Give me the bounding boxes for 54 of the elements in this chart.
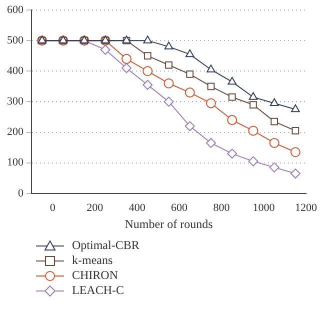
point xyxy=(184,88,195,98)
legend-label: LEACH-C xyxy=(72,283,124,298)
point xyxy=(248,156,258,166)
point xyxy=(164,78,174,88)
point xyxy=(228,93,236,101)
point xyxy=(184,121,195,132)
y-tick-label: 400 xyxy=(7,65,24,78)
point xyxy=(206,64,216,72)
y-tick-label: 600 xyxy=(7,4,24,16)
legend-label: CHIRON xyxy=(72,268,118,283)
point xyxy=(291,104,300,112)
y-tick-label: 200 xyxy=(7,126,24,138)
x-tick-label: 0 xyxy=(50,202,56,214)
point xyxy=(227,148,238,159)
point xyxy=(122,54,132,64)
point xyxy=(185,49,194,58)
point xyxy=(142,80,153,90)
point xyxy=(228,76,236,85)
x-tick-label: 600 xyxy=(171,202,188,214)
point xyxy=(250,101,257,108)
point xyxy=(144,52,152,60)
point xyxy=(207,82,215,90)
y-tick-label: 100 xyxy=(7,156,24,169)
y-tick-label: 0 xyxy=(18,187,24,200)
x-tick-label: 1200 xyxy=(295,202,318,214)
point xyxy=(290,147,300,158)
legend-label: k-means xyxy=(72,253,113,268)
point xyxy=(143,36,152,44)
point xyxy=(142,66,153,76)
point xyxy=(270,118,278,126)
y-tick-label: 300 xyxy=(7,96,24,108)
point xyxy=(270,98,279,106)
x-tick-label: 800 xyxy=(213,202,230,214)
point xyxy=(100,44,110,55)
x-axis-title: Number of rounds xyxy=(124,216,214,231)
point xyxy=(165,61,172,69)
point xyxy=(292,127,300,134)
point xyxy=(248,92,258,100)
point xyxy=(227,115,238,126)
point xyxy=(290,168,300,179)
point xyxy=(206,98,216,108)
point xyxy=(206,138,216,148)
point xyxy=(269,162,280,172)
point xyxy=(164,96,174,107)
point xyxy=(164,42,174,50)
point xyxy=(269,138,280,148)
x-tick-label: 400 xyxy=(128,202,146,214)
point xyxy=(248,126,258,136)
point xyxy=(122,63,132,74)
legend-label: Optimal-CBR xyxy=(72,238,140,253)
x-tick-label: 1000 xyxy=(252,202,276,214)
x-tick-label: 200 xyxy=(86,202,104,214)
point xyxy=(186,70,194,78)
y-tick-label: 500 xyxy=(7,34,24,46)
